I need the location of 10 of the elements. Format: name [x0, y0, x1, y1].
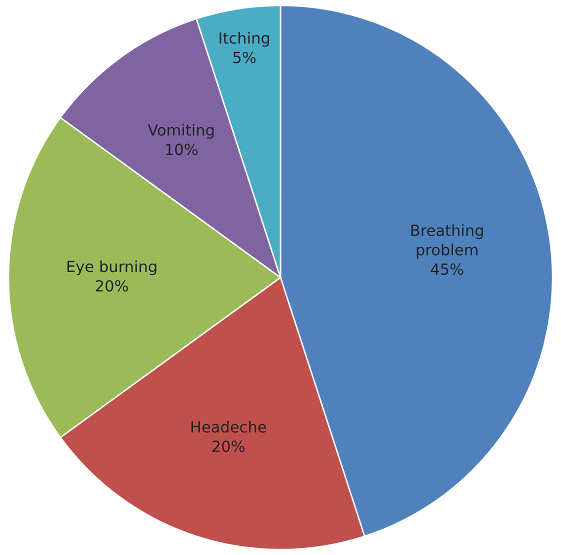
slice-label: Breathing problem: [411, 224, 483, 259]
data-label: 20%: [212, 440, 245, 452]
data-label: 45%: [430, 263, 464, 275]
data-label: 10%: [166, 144, 198, 156]
slice-label: Headeche: [191, 420, 266, 433]
data-label: 20%: [96, 280, 128, 292]
slice-label: Vomiting: [148, 124, 214, 139]
slice-label: Itching: [220, 32, 270, 47]
data-label: 5%: [233, 52, 256, 64]
slice-label: Eye burning: [67, 260, 156, 276]
